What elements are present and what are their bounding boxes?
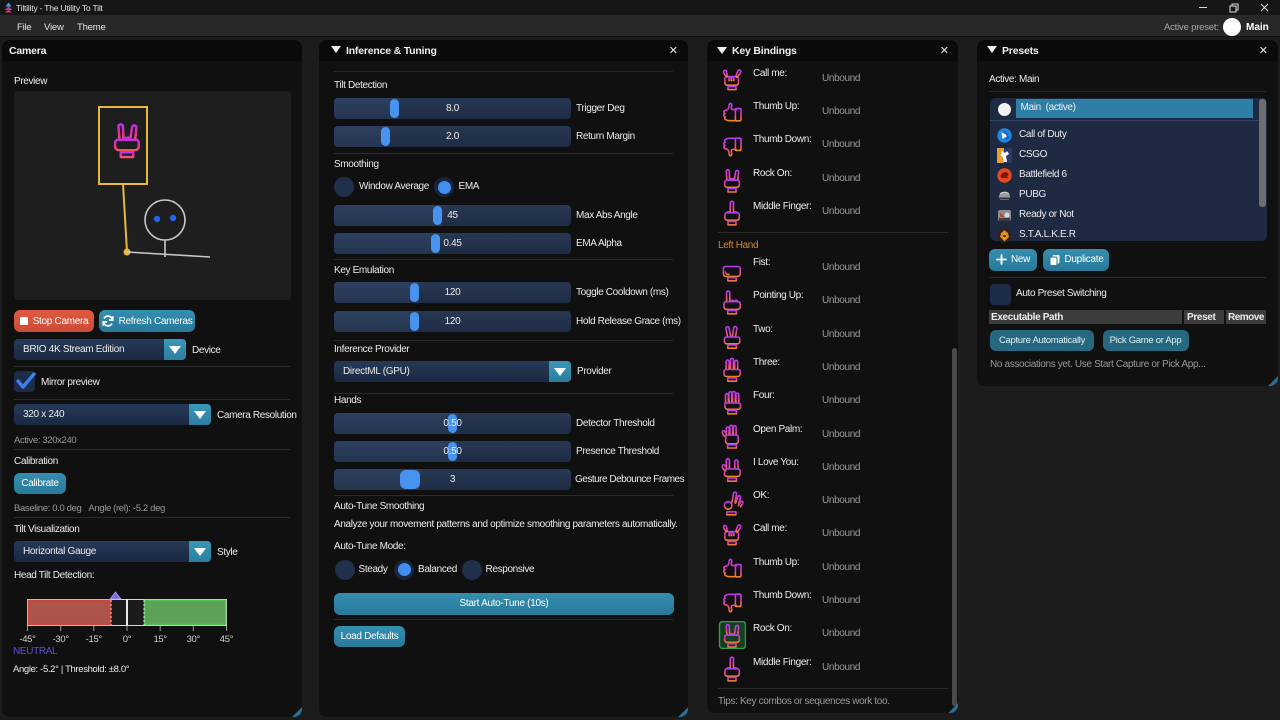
svg-text:0°: 0° <box>123 634 132 645</box>
svg-text:30°: 30° <box>187 634 201 645</box>
svg-text:15°: 15° <box>153 634 167 645</box>
svg-text:-15°: -15° <box>86 634 103 645</box>
svg-text:-30°: -30° <box>53 634 70 645</box>
svg-text:45°: 45° <box>220 634 234 645</box>
svg-text:-45°: -45° <box>19 634 36 645</box>
